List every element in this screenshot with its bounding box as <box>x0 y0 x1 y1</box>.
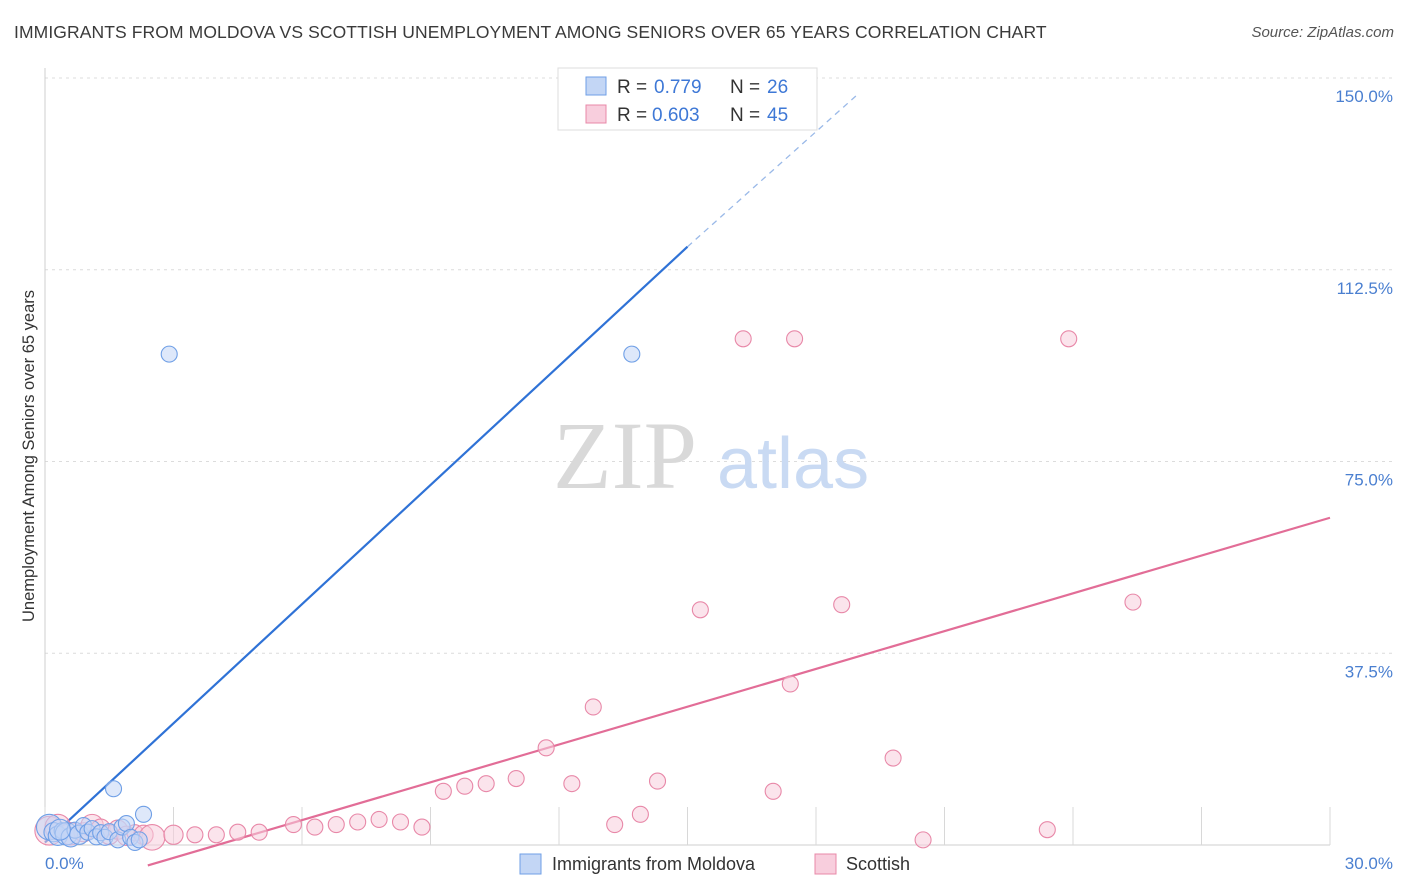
legend-swatch-scottish <box>585 104 607 124</box>
y-tick-label: 112.5% <box>1337 279 1393 298</box>
bottom-legend-label-scottish: Scottish <box>846 854 910 874</box>
chart-title: IMMIGRANTS FROM MOLDOVA VS SCOTTISH UNEM… <box>14 22 1047 42</box>
point-scottish <box>781 675 799 693</box>
point-scottish <box>284 815 302 834</box>
point-scottish <box>349 813 367 831</box>
point-scottish <box>1060 330 1078 348</box>
point-scottish <box>327 815 345 834</box>
y-tick-label: 75.0% <box>1345 471 1393 490</box>
point-scottish <box>734 330 752 348</box>
point-scottish <box>631 805 649 823</box>
point-scottish <box>584 698 602 716</box>
point-moldova <box>160 345 178 363</box>
legend-swatch-moldova <box>585 76 607 96</box>
point-moldova <box>104 780 123 798</box>
bottom-legend-swatch-moldova <box>519 853 542 875</box>
point-scottish <box>207 826 225 844</box>
watermark: ZIP atlas <box>553 402 869 509</box>
point-scottish <box>250 823 268 841</box>
y-tick-label: 150.0% <box>1335 87 1393 106</box>
bottom-legend-swatch-scottish <box>814 853 837 875</box>
point-scottish <box>507 769 525 788</box>
y-axis-label: Unemployment Among Seniors over 65 years <box>20 290 38 622</box>
point-scottish <box>648 772 667 790</box>
point-scottish <box>537 739 555 757</box>
legend-n-label-moldova: N = <box>730 77 760 98</box>
y-tick-labels: 37.5% 75.0% 112.5% 150.0% <box>1335 87 1393 681</box>
point-scottish <box>186 826 204 844</box>
point-scottish <box>606 815 624 834</box>
legend-r-value-moldova: 0.779 <box>654 77 702 98</box>
legend-r-label-scottish: R = <box>617 105 647 126</box>
point-scottish <box>306 818 324 836</box>
point-scottish <box>786 330 804 348</box>
point-scottish <box>370 810 388 828</box>
point-scottish <box>413 818 431 836</box>
point-scottish <box>434 782 452 800</box>
point-scottish <box>229 823 247 841</box>
point-scottish <box>163 824 184 845</box>
point-scottish <box>691 601 709 619</box>
point-moldova <box>49 818 71 841</box>
grid <box>45 77 1395 654</box>
point-scottish <box>1124 593 1142 611</box>
source-label: Source: ZipAtlas.com <box>1251 24 1394 41</box>
bottom-legend: Immigrants from Moldova Scottish <box>519 853 910 875</box>
x-tick-labels: 0.0% 30.0% <box>45 854 1393 873</box>
point-scottish <box>563 775 581 793</box>
point-scottish <box>391 813 410 831</box>
trend-line-moldova-extension <box>687 92 860 248</box>
point-scottish <box>1038 821 1056 839</box>
x-tick-label: 30.0% <box>1345 854 1393 873</box>
point-moldova <box>134 805 153 823</box>
axes <box>44 68 1331 846</box>
legend-n-label-scottish: N = <box>730 105 760 126</box>
point-scottish <box>456 777 474 795</box>
x-tick-label: 0.0% <box>45 854 84 873</box>
legend-n-value-moldova: 26 <box>767 77 788 98</box>
trend-line-scottish <box>147 516 1331 867</box>
legend-r-value-scottish: 0.603 <box>652 105 700 126</box>
point-moldova <box>623 345 641 363</box>
watermark-atlas: atlas <box>717 424 869 504</box>
point-scottish <box>884 749 902 767</box>
point-scottish <box>914 831 932 849</box>
point-moldova <box>130 831 148 849</box>
trend-line-moldova <box>44 245 689 844</box>
point-scottish <box>833 596 851 614</box>
data-points <box>34 330 1142 851</box>
y-tick-label: 37.5% <box>1345 662 1393 681</box>
trend-lines <box>44 92 1331 867</box>
point-scottish <box>477 775 495 793</box>
legend: R = 0.779 N = 26 R = 0.603 N = 45 <box>557 67 818 131</box>
watermark-zip: ZIP <box>553 402 697 509</box>
legend-n-value-scottish: 45 <box>767 105 788 126</box>
point-scottish <box>764 782 782 800</box>
bottom-legend-label-moldova: Immigrants from Moldova <box>552 854 756 874</box>
legend-r-label-moldova: R = <box>617 77 647 98</box>
